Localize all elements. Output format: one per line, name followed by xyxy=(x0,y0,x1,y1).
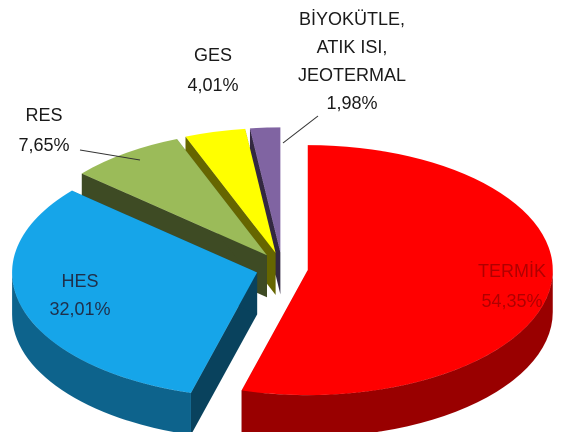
label-line: JEOTERMAL xyxy=(298,65,406,85)
label-line: ATIK ISI, xyxy=(317,37,388,57)
slice-label: TERMİK xyxy=(478,261,546,281)
slice xyxy=(12,190,258,432)
slice-top xyxy=(249,127,281,253)
slice xyxy=(241,145,553,432)
value-label: 7,65% xyxy=(18,135,69,155)
leader-line xyxy=(79,149,141,161)
value-label: 4,01% xyxy=(187,75,238,95)
slice-top xyxy=(185,128,276,253)
slice-side xyxy=(190,272,258,432)
slice-label: GES xyxy=(194,45,232,65)
value-label: 32,01% xyxy=(49,299,110,319)
slice-top xyxy=(241,145,553,396)
value-label: 54,35% xyxy=(481,291,542,311)
slice-top xyxy=(12,190,258,393)
slice-wall xyxy=(241,270,553,432)
value-label: 1,98% xyxy=(326,93,377,113)
label-line: BİYOKÜTLE, xyxy=(299,9,405,29)
slice-label: BİYOKÜTLE, ATIK ISI, JEOTERMAL xyxy=(298,9,406,85)
slice-label: RES xyxy=(25,105,62,125)
slice-label: HES xyxy=(61,271,98,291)
slice-wall xyxy=(12,272,191,432)
slice-top xyxy=(81,139,267,256)
leader-line xyxy=(282,115,319,144)
